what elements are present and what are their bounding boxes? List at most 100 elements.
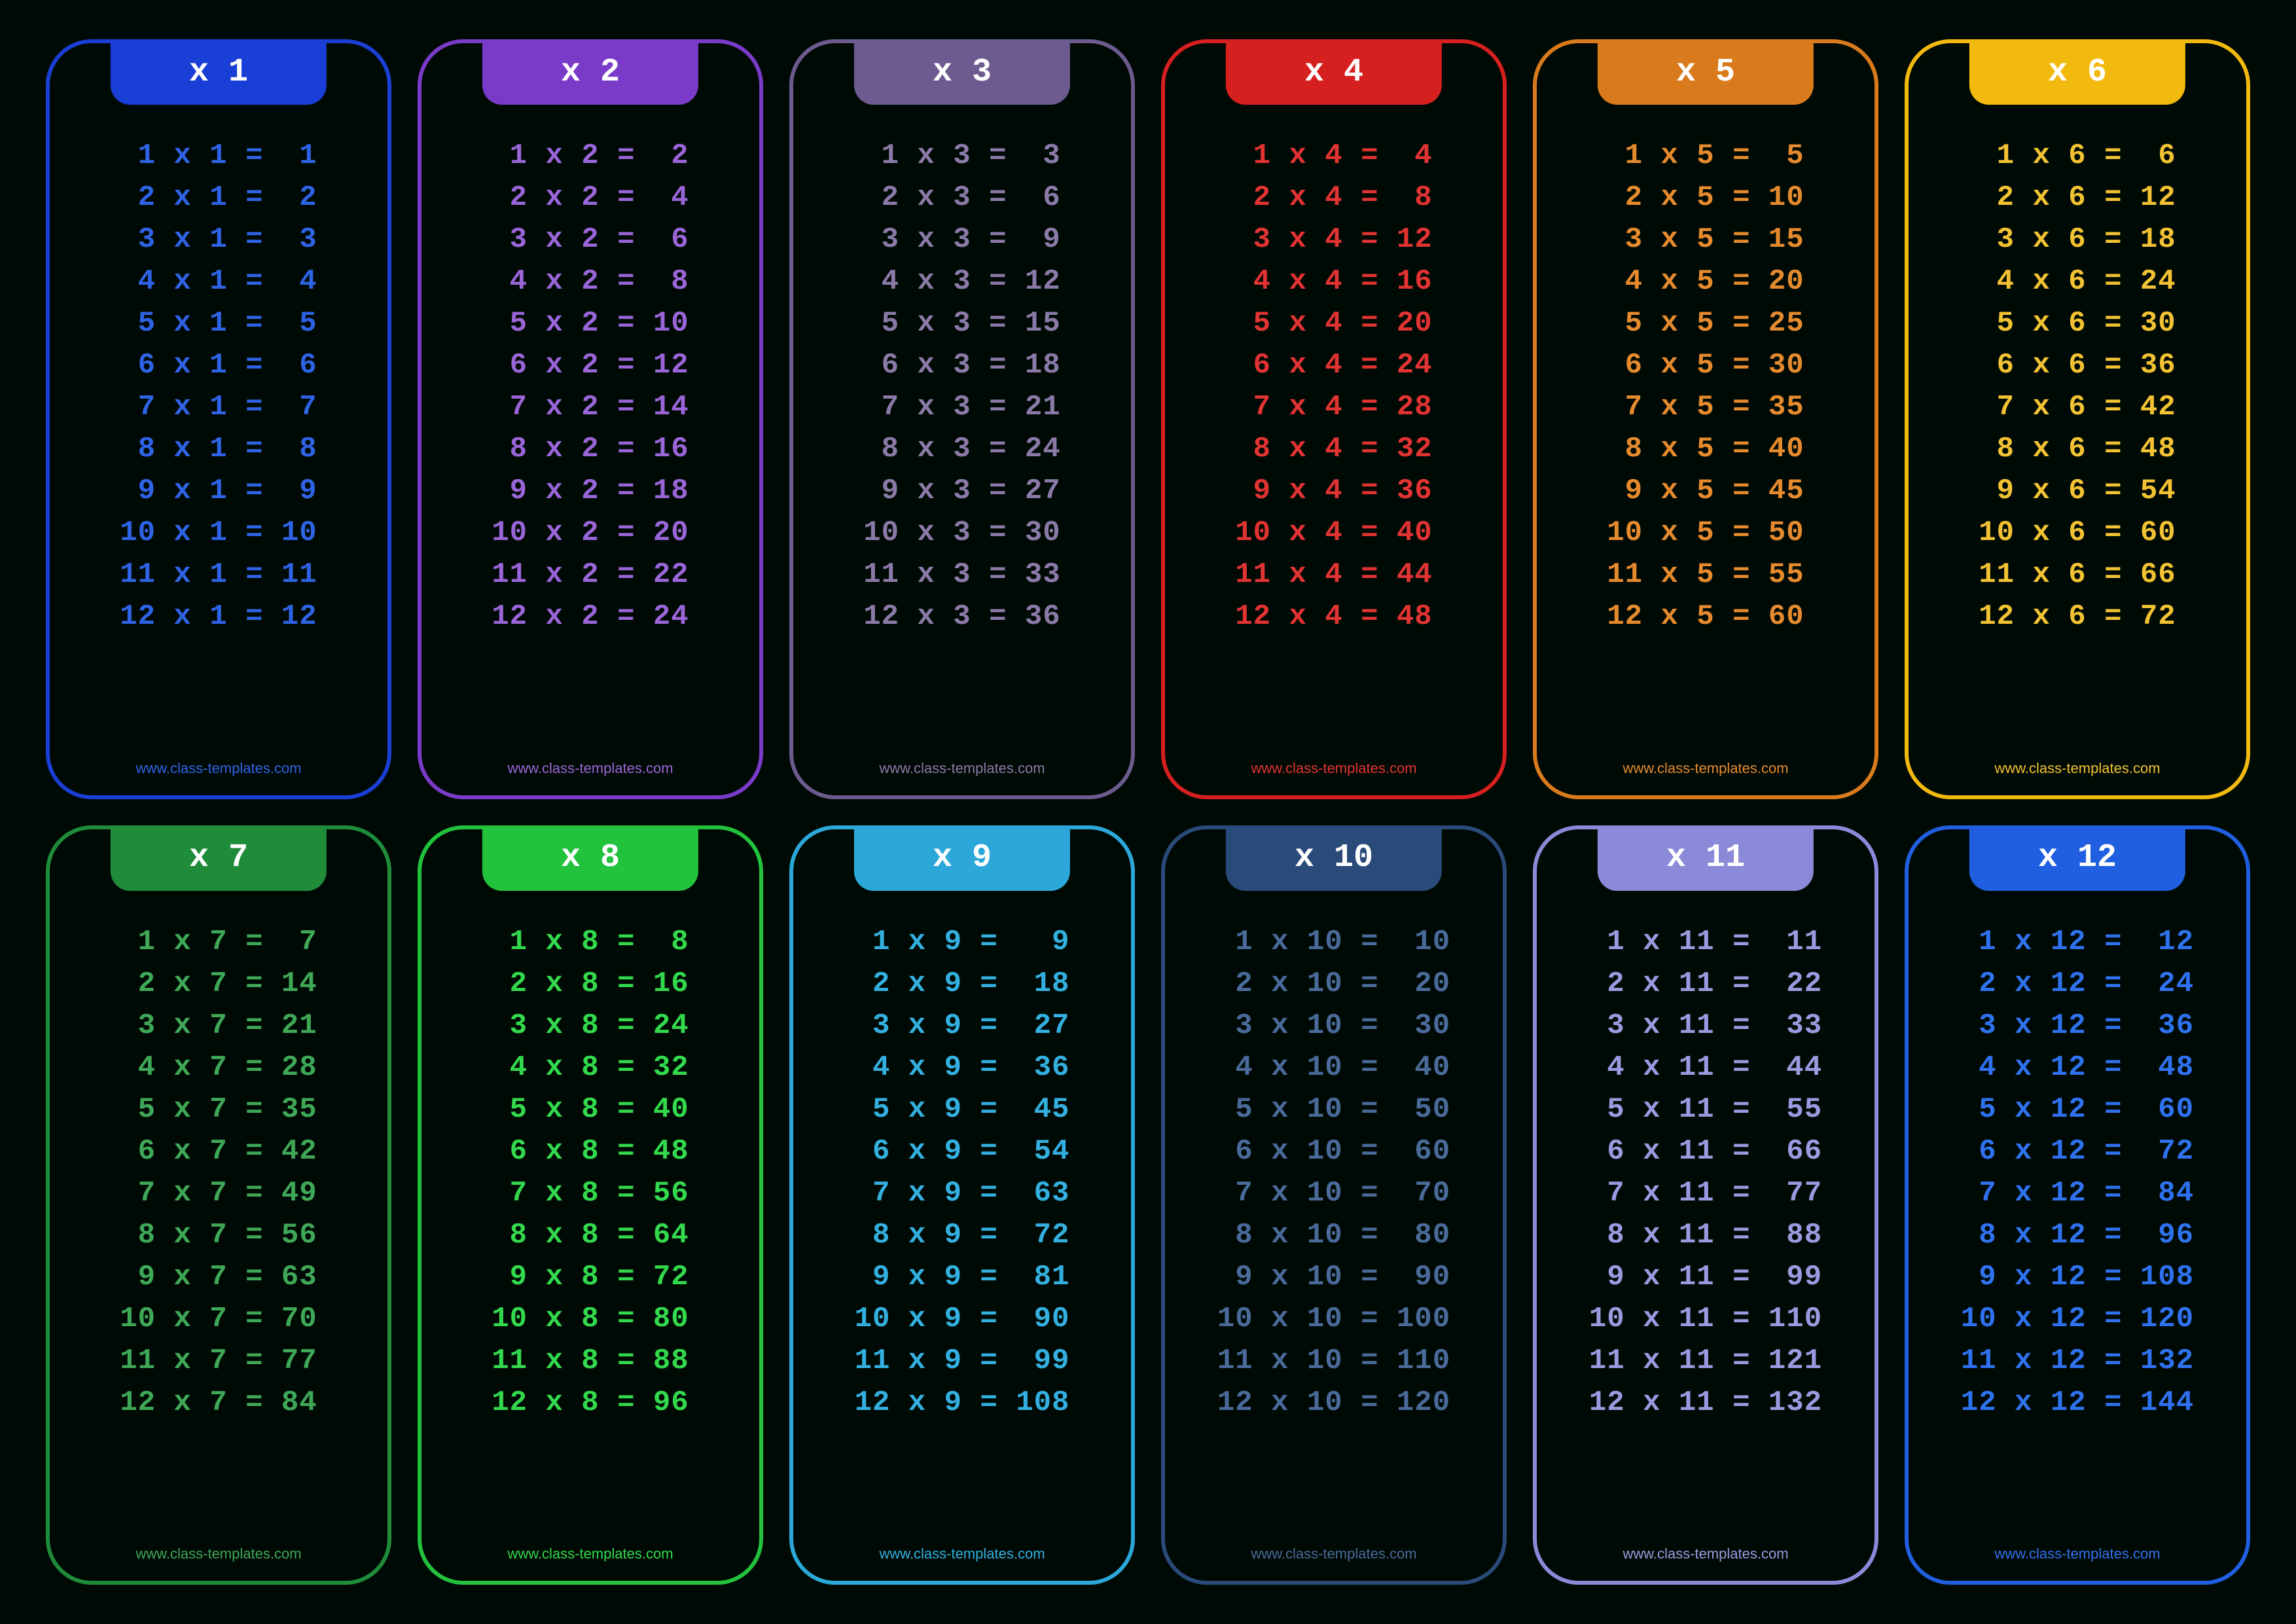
- equation-row: 4 x 10 = 40: [1217, 1053, 1450, 1082]
- equation-row: 6 x 12 = 72: [1961, 1137, 2194, 1166]
- equation-list: 1 x 10 = 10 2 x 10 = 20 3 x 10 = 30 4 x …: [1165, 901, 1503, 1417]
- equation-row: 7 x 3 = 21: [863, 393, 1060, 422]
- equation-row: 1 x 8 = 8: [492, 928, 689, 956]
- equation-row: 2 x 7 = 14: [120, 969, 317, 998]
- equation-row: 10 x 5 = 50: [1607, 518, 1804, 547]
- equation-row: 1 x 6 = 6: [1979, 141, 2176, 170]
- equation-list: 1 x 4 = 4 2 x 4 = 8 3 x 4 = 12 4 x 4 = 1…: [1165, 115, 1503, 631]
- equation-row: 1 x 10 = 10: [1217, 928, 1450, 956]
- equation-row: 1 x 4 = 4: [1235, 141, 1432, 170]
- equation-row: 1 x 7 = 7: [120, 928, 317, 956]
- equation-row: 5 x 11 = 55: [1589, 1095, 1822, 1124]
- equation-row: 10 x 1 = 10: [120, 518, 317, 547]
- equation-row: 3 x 7 = 21: [120, 1011, 317, 1040]
- equation-row: 2 x 1 = 2: [120, 183, 317, 212]
- equation-row: 11 x 9 = 99: [855, 1346, 1070, 1375]
- equation-row: 10 x 4 = 40: [1235, 518, 1432, 547]
- card-footer-link: www.class-templates.com: [1165, 760, 1503, 777]
- equation-row: 6 x 8 = 48: [492, 1137, 689, 1166]
- equation-row: 1 x 5 = 5: [1607, 141, 1804, 170]
- equation-row: 8 x 3 = 24: [863, 435, 1060, 463]
- times-table-card-10: x 10 1 x 10 = 10 2 x 10 = 20 3 x 10 = 30…: [1161, 825, 1507, 1585]
- equation-row: 5 x 2 = 10: [492, 309, 689, 338]
- equation-row: 12 x 5 = 60: [1607, 602, 1804, 631]
- equation-row: 9 x 5 = 45: [1607, 477, 1804, 505]
- equation-row: 3 x 10 = 30: [1217, 1011, 1450, 1040]
- equation-row: 12 x 7 = 84: [120, 1388, 317, 1417]
- equation-row: 3 x 5 = 15: [1607, 225, 1804, 254]
- equation-row: 3 x 2 = 6: [492, 225, 689, 254]
- equation-row: 12 x 3 = 36: [863, 602, 1060, 631]
- equation-row: 7 x 9 = 63: [855, 1179, 1070, 1208]
- equation-list: 1 x 11 = 11 2 x 11 = 22 3 x 11 = 33 4 x …: [1537, 901, 1874, 1417]
- card-footer-link: www.class-templates.com: [1909, 760, 2246, 777]
- card-footer-link: www.class-templates.com: [1909, 1545, 2246, 1562]
- equation-row: 5 x 12 = 60: [1961, 1095, 2194, 1124]
- equation-row: 12 x 10 = 120: [1217, 1388, 1450, 1417]
- times-table-card-2: x 2 1 x 2 = 2 2 x 2 = 4 3 x 2 = 6 4 x 2 …: [418, 39, 763, 799]
- equation-list: 1 x 5 = 5 2 x 5 = 10 3 x 5 = 15 4 x 5 = …: [1537, 115, 1874, 631]
- card-tab: x 3: [854, 39, 1070, 105]
- equation-row: 4 x 6 = 24: [1979, 267, 2176, 296]
- equation-row: 11 x 7 = 77: [120, 1346, 317, 1375]
- equation-row: 9 x 3 = 27: [863, 477, 1060, 505]
- times-table-card-12: x 12 1 x 12 = 12 2 x 12 = 24 3 x 12 = 36…: [1905, 825, 2250, 1585]
- equation-row: 4 x 8 = 32: [492, 1053, 689, 1082]
- equation-row: 8 x 4 = 32: [1235, 435, 1432, 463]
- times-table-card-6: x 6 1 x 6 = 6 2 x 6 = 12 3 x 6 = 18 4 x …: [1905, 39, 2250, 799]
- equation-row: 7 x 4 = 28: [1235, 393, 1432, 422]
- equation-row: 4 x 11 = 44: [1589, 1053, 1822, 1082]
- equation-row: 3 x 6 = 18: [1979, 225, 2176, 254]
- equation-row: 6 x 3 = 18: [863, 351, 1060, 380]
- times-table-card-11: x 11 1 x 11 = 11 2 x 11 = 22 3 x 11 = 33…: [1533, 825, 1878, 1585]
- equation-row: 10 x 10 = 100: [1217, 1305, 1450, 1333]
- equation-list: 1 x 7 = 7 2 x 7 = 14 3 x 7 = 21 4 x 7 = …: [50, 901, 387, 1417]
- equation-row: 7 x 5 = 35: [1607, 393, 1804, 422]
- equation-row: 1 x 11 = 11: [1589, 928, 1822, 956]
- equation-row: 5 x 7 = 35: [120, 1095, 317, 1124]
- card-footer-link: www.class-templates.com: [1537, 1545, 1874, 1562]
- times-table-card-3: x 3 1 x 3 = 3 2 x 3 = 6 3 x 3 = 9 4 x 3 …: [789, 39, 1135, 799]
- equation-row: 1 x 12 = 12: [1961, 928, 2194, 956]
- equation-row: 11 x 2 = 22: [492, 560, 689, 589]
- equation-row: 4 x 3 = 12: [863, 267, 1060, 296]
- equation-row: 4 x 7 = 28: [120, 1053, 317, 1082]
- equation-row: 8 x 2 = 16: [492, 435, 689, 463]
- card-footer-link: www.class-templates.com: [1537, 760, 1874, 777]
- card-tab: x 6: [1969, 39, 2185, 105]
- equation-row: 10 x 8 = 80: [492, 1305, 689, 1333]
- equation-row: 4 x 12 = 48: [1961, 1053, 2194, 1082]
- equation-row: 5 x 1 = 5: [120, 309, 317, 338]
- card-footer-link: www.class-templates.com: [422, 760, 759, 777]
- card-footer-link: www.class-templates.com: [422, 1545, 759, 1562]
- equation-row: 11 x 5 = 55: [1607, 560, 1804, 589]
- equation-row: 10 x 7 = 70: [120, 1305, 317, 1333]
- equation-row: 12 x 1 = 12: [120, 602, 317, 631]
- equation-row: 7 x 2 = 14: [492, 393, 689, 422]
- equation-row: 7 x 7 = 49: [120, 1179, 317, 1208]
- equation-row: 9 x 4 = 36: [1235, 477, 1432, 505]
- equation-row: 11 x 4 = 44: [1235, 560, 1432, 589]
- equation-row: 1 x 3 = 3: [863, 141, 1060, 170]
- equation-row: 8 x 11 = 88: [1589, 1221, 1822, 1250]
- equation-row: 6 x 2 = 12: [492, 351, 689, 380]
- equation-row: 12 x 6 = 72: [1979, 602, 2176, 631]
- equation-row: 2 x 6 = 12: [1979, 183, 2176, 212]
- times-table-card-4: x 4 1 x 4 = 4 2 x 4 = 8 3 x 4 = 12 4 x 4…: [1161, 39, 1507, 799]
- card-tab: x 2: [482, 39, 698, 105]
- equation-row: 6 x 7 = 42: [120, 1137, 317, 1166]
- equation-row: 2 x 12 = 24: [1961, 969, 2194, 998]
- equation-row: 9 x 8 = 72: [492, 1263, 689, 1291]
- equation-list: 1 x 6 = 6 2 x 6 = 12 3 x 6 = 18 4 x 6 = …: [1909, 115, 2246, 631]
- equation-row: 7 x 11 = 77: [1589, 1179, 1822, 1208]
- equation-row: 11 x 10 = 110: [1217, 1346, 1450, 1375]
- equation-row: 8 x 1 = 8: [120, 435, 317, 463]
- equation-row: 3 x 1 = 3: [120, 225, 317, 254]
- equation-row: 4 x 9 = 36: [855, 1053, 1070, 1082]
- equation-row: 8 x 5 = 40: [1607, 435, 1804, 463]
- equation-row: 2 x 9 = 18: [855, 969, 1070, 998]
- equation-row: 5 x 6 = 30: [1979, 309, 2176, 338]
- equation-row: 2 x 2 = 4: [492, 183, 689, 212]
- equation-list: 1 x 12 = 12 2 x 12 = 24 3 x 12 = 36 4 x …: [1909, 901, 2246, 1417]
- card-tab: x 10: [1226, 825, 1442, 891]
